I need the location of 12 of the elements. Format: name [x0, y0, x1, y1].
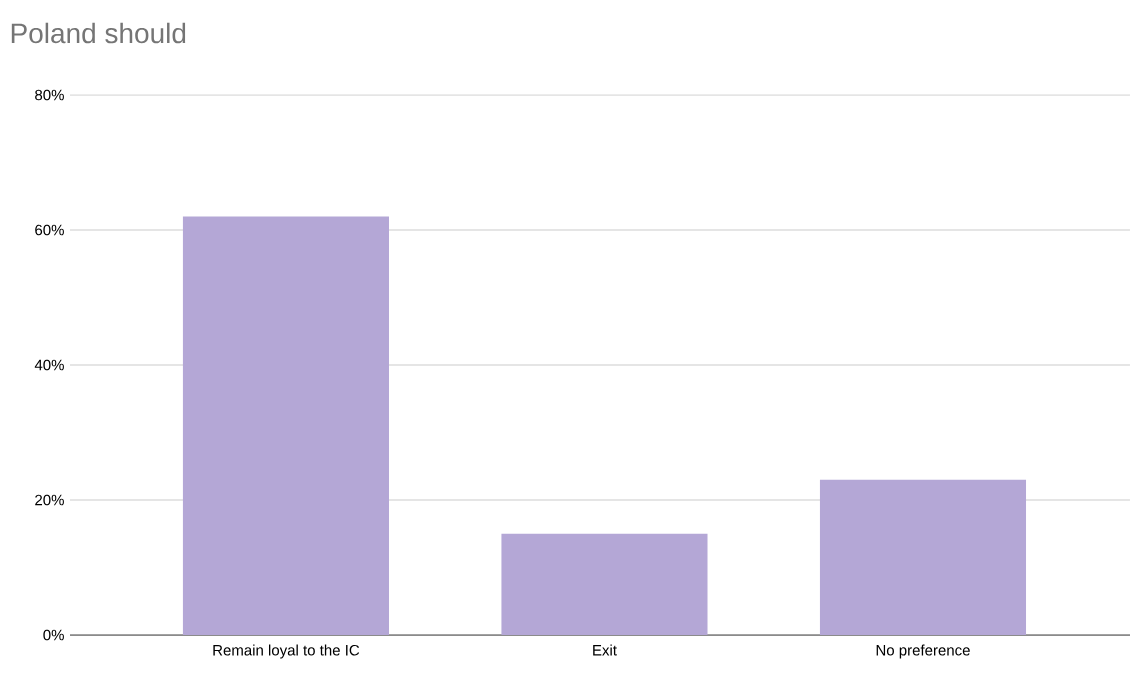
- y-tick-label: 40%: [34, 359, 64, 371]
- bar: [501, 533, 708, 635]
- y-tick-label: 20%: [35, 494, 64, 506]
- y-tick-label: 0%: [43, 629, 64, 641]
- y-tick-label: 80%: [35, 89, 64, 101]
- x-tick-label: No preference: [876, 644, 970, 659]
- x-tick-label: Exit: [593, 644, 617, 656]
- chart-title: Poland should: [11, 22, 186, 44]
- x-tick-label: Remain loyal to the IC: [213, 644, 360, 659]
- bar: [819, 479, 1027, 635]
- y-tick-label: 60%: [35, 224, 64, 236]
- bar: [182, 216, 389, 635]
